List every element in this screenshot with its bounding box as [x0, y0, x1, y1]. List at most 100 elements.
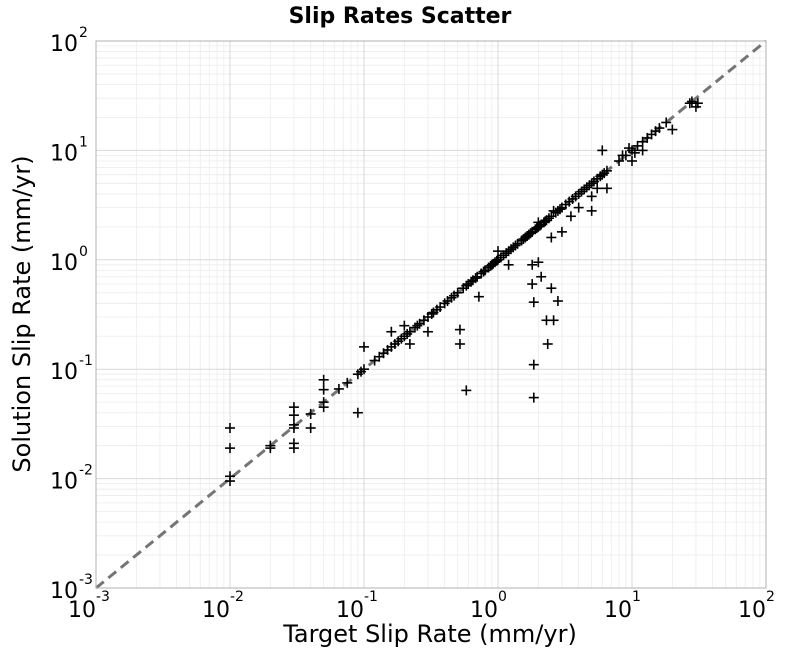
- svg-text:10: 10: [50, 579, 78, 604]
- data-point: [548, 315, 559, 326]
- data-point: [692, 98, 703, 109]
- y-tick-label: 10 -2: [50, 463, 93, 495]
- svg-text:10: 10: [604, 598, 632, 623]
- data-point: [288, 419, 299, 430]
- data-points: [225, 96, 703, 487]
- data-point: [359, 341, 369, 352]
- svg-text:10: 10: [336, 598, 364, 623]
- data-point: [318, 397, 329, 408]
- svg-text:10: 10: [50, 32, 78, 57]
- data-point: [620, 150, 631, 161]
- svg-text:0: 0: [79, 244, 88, 260]
- y-tick-label: 10 1: [50, 134, 88, 166]
- data-point: [503, 259, 514, 270]
- data-point: [556, 226, 567, 237]
- data-point: [225, 423, 235, 434]
- svg-text:0: 0: [498, 589, 507, 605]
- x-tick-label: 10-3: [68, 589, 110, 623]
- data-point: [554, 204, 565, 215]
- x-axis-label: Target Slip Rate (mm/yr): [282, 620, 577, 648]
- svg-text:10: 10: [50, 360, 78, 385]
- data-point: [265, 440, 276, 451]
- data-point: [661, 117, 672, 128]
- data-point: [399, 320, 410, 331]
- data-point: [493, 246, 503, 257]
- data-point: [632, 140, 643, 151]
- svg-text:-2: -2: [230, 589, 244, 605]
- data-point: [597, 145, 608, 156]
- data-point: [386, 326, 397, 337]
- data-point: [528, 297, 539, 308]
- x-tick-label: 10-2: [202, 589, 244, 623]
- data-point: [592, 183, 603, 194]
- data-point: [627, 156, 637, 167]
- data-point: [288, 438, 299, 449]
- data-point: [352, 407, 363, 418]
- svg-text:-2: -2: [79, 463, 93, 479]
- svg-text:10: 10: [202, 598, 230, 623]
- data-point: [342, 377, 353, 388]
- data-point: [586, 205, 597, 216]
- data-point: [473, 291, 484, 302]
- data-point: [412, 320, 423, 331]
- svg-text:2: 2: [766, 589, 775, 605]
- data-point: [565, 211, 576, 222]
- svg-text:1: 1: [79, 134, 88, 150]
- data-point: [305, 408, 316, 419]
- data-point: [454, 338, 465, 349]
- svg-text:-3: -3: [79, 572, 93, 588]
- data-point: [546, 283, 557, 294]
- data-point: [404, 338, 415, 349]
- data-point: [446, 292, 457, 303]
- y-tick-label: 10 -1: [50, 353, 93, 385]
- svg-text:10: 10: [50, 141, 78, 166]
- data-point: [614, 156, 625, 167]
- data-point: [536, 271, 547, 282]
- y-tick-label: 10 0: [50, 244, 88, 276]
- data-point: [528, 392, 539, 403]
- data-point: [318, 374, 329, 385]
- data-point: [637, 145, 648, 156]
- svg-text:10: 10: [738, 598, 766, 623]
- x-tick-label: 100: [470, 589, 507, 623]
- data-point: [404, 326, 415, 337]
- x-tick-label: 10-1: [336, 589, 378, 623]
- data-point: [542, 338, 553, 349]
- data-point: [288, 402, 299, 413]
- data-point: [422, 326, 433, 337]
- data-point: [478, 266, 489, 277]
- data-point: [654, 123, 665, 134]
- data-point: [573, 202, 584, 213]
- svg-text:10: 10: [68, 598, 96, 623]
- data-point: [586, 191, 597, 202]
- data-point: [552, 296, 563, 307]
- data-point: [333, 383, 344, 394]
- data-point: [601, 165, 612, 176]
- data-point: [426, 308, 437, 319]
- svg-text:10: 10: [50, 251, 78, 276]
- svg-text:10: 10: [470, 598, 498, 623]
- y-tick-label: 10 2: [50, 25, 88, 57]
- data-point: [454, 324, 465, 335]
- data-point: [318, 384, 329, 395]
- data-point: [533, 257, 544, 268]
- data-point: [546, 232, 557, 243]
- svg-text:-3: -3: [96, 589, 110, 605]
- x-tick-label: 102: [738, 589, 775, 623]
- y-axis-label: Solution Slip Rate (mm/yr): [8, 155, 36, 472]
- plot-area-frame: [95, 40, 767, 589]
- data-point: [527, 279, 538, 290]
- svg-text:-1: -1: [364, 589, 378, 605]
- data-point: [601, 183, 612, 194]
- data-point: [543, 213, 554, 224]
- data-point: [586, 178, 597, 189]
- svg-text:10: 10: [50, 470, 78, 495]
- data-point: [527, 259, 538, 270]
- data-point: [461, 385, 472, 396]
- data-point: [629, 147, 640, 158]
- grid: [95, 40, 767, 589]
- svg-text:-1: -1: [79, 353, 93, 369]
